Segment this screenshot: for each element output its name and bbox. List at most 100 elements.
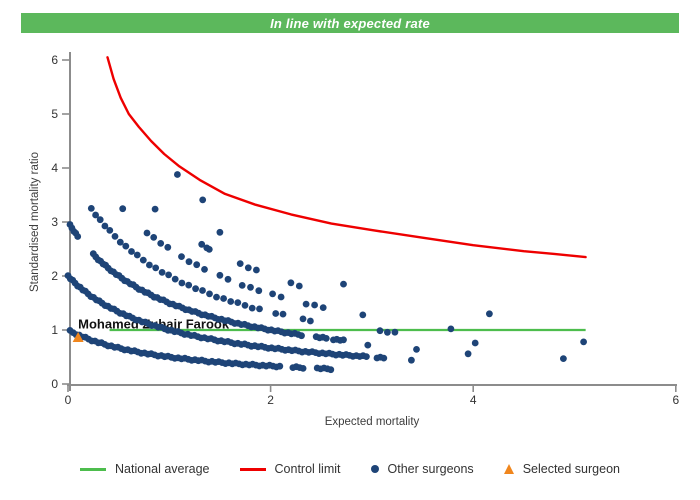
status-banner-text: In line with expected rate	[270, 15, 430, 31]
other-surgeon-point[interactable]	[486, 310, 493, 318]
other-surgeon-point[interactable]	[206, 290, 213, 298]
other-surgeon-point[interactable]	[152, 264, 160, 272]
other-surgeon-point[interactable]	[234, 299, 242, 306]
control-limit-line	[106, 56, 587, 259]
other-surgeon-point[interactable]	[133, 251, 141, 259]
selected-surgeon-marker[interactable]	[72, 332, 84, 343]
other-surgeon-point[interactable]	[224, 275, 232, 283]
other-surgeon-point[interactable]	[380, 354, 388, 362]
other-surgeon-point[interactable]	[269, 290, 276, 298]
other-surgeon-point[interactable]	[227, 298, 235, 305]
other-surgeon-point[interactable]	[413, 346, 420, 353]
other-surgeon-point[interactable]	[322, 335, 330, 342]
other-surgeon-point[interactable]	[471, 339, 479, 347]
other-surgeon-point[interactable]	[198, 240, 206, 248]
x-tick-label: 6	[672, 393, 679, 407]
y-tick-label: 2	[51, 269, 58, 283]
other-surgeon-point[interactable]	[363, 353, 370, 360]
other-surgeons-swatch-icon	[370, 465, 379, 473]
other-surgeon-point[interactable]	[92, 211, 99, 219]
other-surgeon-point[interactable]	[199, 196, 207, 204]
other-surgeon-point[interactable]	[111, 233, 119, 240]
legend-item-control-limit: Control limit	[239, 462, 341, 476]
other-surgeon-point[interactable]	[244, 264, 252, 272]
other-surgeon-point[interactable]	[143, 229, 151, 237]
other-surgeon-point[interactable]	[236, 260, 244, 267]
other-surgeon-point[interactable]	[248, 304, 256, 312]
other-surgeon-point[interactable]	[185, 258, 193, 266]
other-surgeon-point[interactable]	[277, 293, 285, 301]
other-surgeon-point[interactable]	[216, 228, 224, 236]
other-surgeon-point[interactable]	[359, 311, 367, 319]
control-limit-swatch-icon	[239, 467, 266, 471]
other-surgeon-point[interactable]	[287, 279, 295, 287]
other-surgeon-point[interactable]	[302, 300, 310, 308]
other-surgeon-point[interactable]	[319, 304, 327, 311]
other-surgeon-point[interactable]	[199, 287, 206, 294]
other-surgeon-point[interactable]	[119, 205, 127, 213]
other-surgeon-point[interactable]	[203, 244, 211, 252]
other-surgeon-point[interactable]	[256, 305, 263, 313]
other-surgeon-point[interactable]	[146, 261, 153, 269]
other-surgeon-point[interactable]	[150, 234, 158, 241]
other-surgeon-point[interactable]	[96, 216, 104, 224]
other-surgeon-point[interactable]	[178, 253, 185, 260]
other-surgeon-point[interactable]	[158, 269, 166, 276]
other-surgeon-point[interactable]	[106, 227, 114, 234]
other-surgeon-point[interactable]	[238, 282, 246, 289]
other-surgeon-point[interactable]	[299, 365, 307, 372]
other-surgeon-point[interactable]	[157, 240, 165, 247]
other-surgeon-point[interactable]	[128, 248, 135, 255]
other-surgeon-point[interactable]	[464, 350, 472, 358]
other-surgeon-point[interactable]	[580, 338, 587, 346]
other-surgeon-point[interactable]	[220, 295, 228, 302]
other-surgeon-point[interactable]	[185, 281, 193, 289]
other-surgeon-point[interactable]	[178, 279, 186, 287]
other-surgeon-point[interactable]	[340, 336, 347, 344]
other-surgeon-point[interactable]	[174, 171, 181, 178]
other-surgeon-point[interactable]	[279, 310, 287, 318]
other-surgeon-point[interactable]	[193, 261, 201, 269]
selected-surgeon-swatch-icon	[503, 464, 514, 474]
other-surgeon-point[interactable]	[101, 222, 109, 230]
x-tick-label: 0	[65, 393, 72, 407]
other-surgeon-point[interactable]	[213, 293, 220, 301]
other-surgeon-point[interactable]	[384, 328, 391, 336]
other-surgeon-point[interactable]	[164, 243, 172, 251]
other-surgeon-point[interactable]	[307, 317, 314, 325]
legend-item-national-average: National average	[80, 462, 210, 476]
other-surgeon-point[interactable]	[364, 341, 372, 349]
other-surgeon-point[interactable]	[165, 271, 173, 279]
other-surgeon-point[interactable]	[299, 315, 307, 323]
other-surgeon-point[interactable]	[311, 301, 318, 309]
other-surgeon-point[interactable]	[87, 205, 95, 212]
other-surgeon-point[interactable]	[216, 271, 224, 279]
other-surgeon-point[interactable]	[122, 242, 130, 250]
other-surgeon-point[interactable]	[255, 287, 263, 295]
other-surgeon-point[interactable]	[298, 332, 305, 340]
other-surgeon-point[interactable]	[376, 327, 384, 335]
other-surgeon-point[interactable]	[408, 356, 415, 364]
y-tick-label: 3	[51, 215, 58, 229]
other-surgeon-point[interactable]	[391, 328, 399, 336]
other-surgeon-point[interactable]	[74, 233, 82, 240]
other-surgeon-point[interactable]	[171, 275, 179, 283]
legend-label: Selected surgeon	[522, 462, 620, 476]
other-surgeon-point[interactable]	[116, 238, 124, 246]
other-surgeon-point[interactable]	[241, 302, 249, 309]
other-surgeon-point[interactable]	[340, 280, 347, 288]
other-surgeon-point[interactable]	[253, 266, 260, 274]
other-surgeon-point[interactable]	[139, 256, 147, 264]
other-surgeon-point[interactable]	[295, 282, 303, 290]
other-surgeon-point[interactable]	[276, 362, 284, 370]
other-surgeon-point[interactable]	[272, 310, 280, 317]
other-surgeon-point[interactable]	[447, 325, 455, 333]
y-axis-title: Standardised mortality ratio	[29, 152, 41, 292]
other-surgeon-point[interactable]	[151, 205, 159, 213]
other-surgeon-point[interactable]	[201, 266, 208, 273]
y-tick-label: 5	[51, 107, 58, 121]
other-surgeon-point[interactable]	[327, 366, 335, 374]
other-surgeon-point[interactable]	[247, 283, 254, 291]
other-surgeon-point[interactable]	[560, 355, 567, 362]
other-surgeon-point[interactable]	[192, 285, 200, 293]
